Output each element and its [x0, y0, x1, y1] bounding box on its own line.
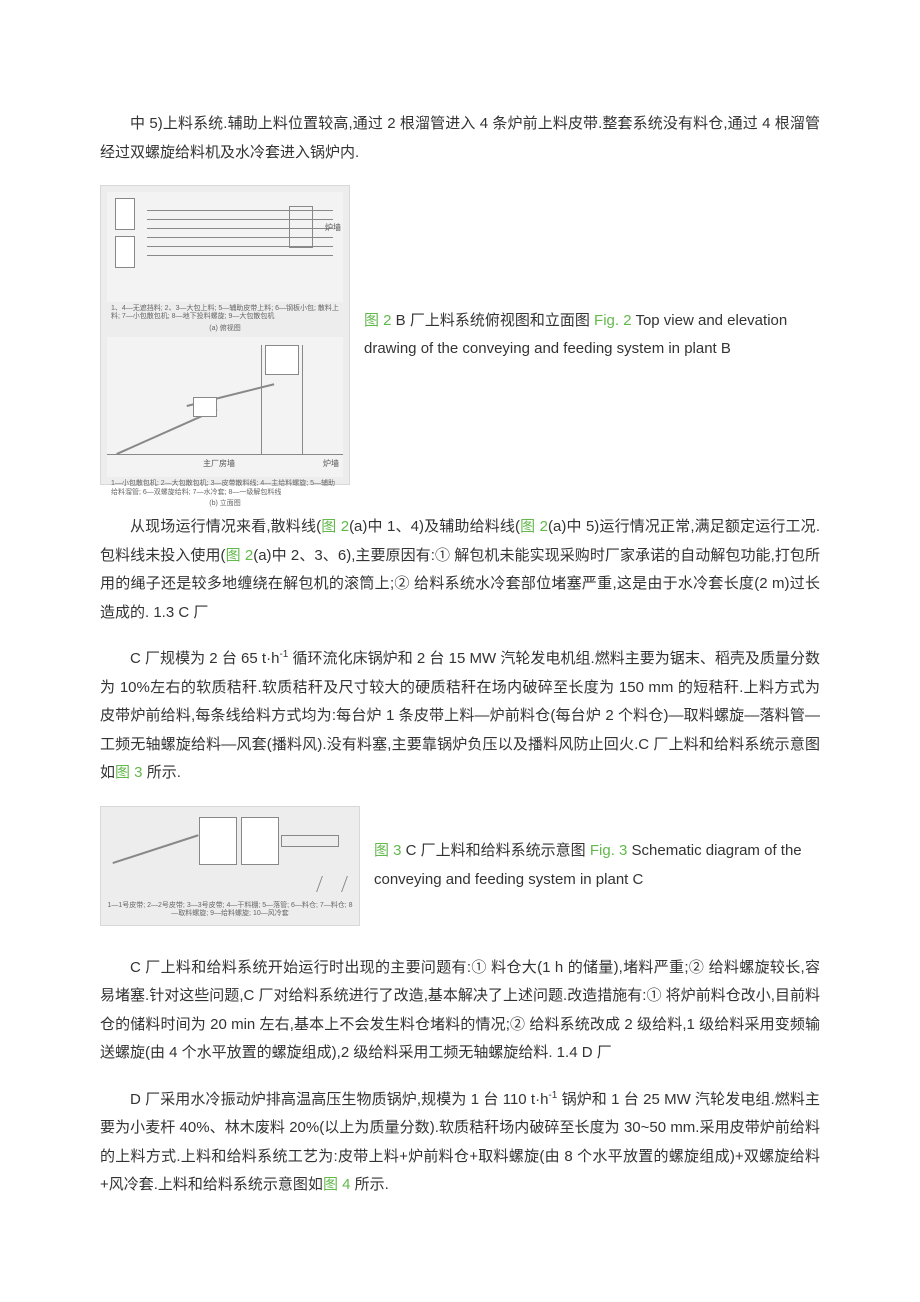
furnace-wall-label-2: 炉墙	[323, 456, 339, 471]
figure-2-block: 炉墙 1、4—无遮挡料; 2、3—大包上料; 5—辅助皮带上料; 6—钢板小包;…	[100, 185, 820, 485]
figure-3-ref-en[interactable]: Fig. 3	[590, 842, 628, 859]
main-hall-label: 主厂房墙	[203, 456, 235, 471]
link-fig2-a[interactable]: 图 2	[321, 518, 349, 535]
furnace-wall-label: 炉墙	[325, 220, 341, 235]
figure-3-image: 1—1号皮带; 2—2号皮带; 3—3号皮带; 4—干料棚; 5—落管; 6—料…	[100, 806, 360, 926]
text: D 厂采用水冷振动炉排高温高压生物质锅炉,规模为 1 台 110 t·h	[130, 1091, 548, 1108]
paragraph-3: C 厂规模为 2 台 65 t·h-1 循环流化床锅炉和 2 台 15 MW 汽…	[100, 645, 820, 788]
link-fig3[interactable]: 图 3	[115, 764, 143, 781]
figure-2-elevation: 主厂房墙 炉墙	[107, 337, 343, 477]
document-page: 中 5)上料系统.辅助上料位置较高,通过 2 根溜管进入 4 条炉前上料皮带.整…	[0, 0, 920, 1278]
text: C 厂上料和给料系统开始运行时出现的主要问题有:① 料仓大(1 h 的储量),堵…	[100, 959, 820, 1062]
figure-3-caption: 图 3 C 厂上料和给料系统示意图 Fig. 3 Schematic diagr…	[374, 837, 820, 894]
text: 所示.	[143, 764, 181, 781]
figure-3-block: 1—1号皮带; 2—2号皮带; 3—3号皮带; 4—干料棚; 5—落管; 6—料…	[100, 806, 820, 926]
paragraph-4: C 厂上料和给料系统开始运行时出现的主要问题有:① 料仓大(1 h 的储量),堵…	[100, 954, 820, 1068]
figure-3-legend: 1—1号皮带; 2—2号皮带; 3—3号皮带; 4—干料棚; 5—落管; 6—料…	[107, 902, 353, 919]
figure-2-ref-en[interactable]: Fig. 2	[594, 312, 632, 329]
text: (a)中 1、4)及辅助给料线(	[349, 518, 520, 535]
text: C 厂规模为 2 台 65 t·h	[130, 650, 279, 667]
text: 所示.	[350, 1176, 388, 1193]
text: 从现场运行情况来看,散料线(	[130, 518, 321, 535]
paragraph-2: 从现场运行情况来看,散料线(图 2(a)中 1、4)及辅助给料线(图 2(a)中…	[100, 513, 820, 627]
link-fig2-c[interactable]: 图 2	[226, 547, 254, 564]
figure-2-elev-label: (b) 立面图	[111, 500, 339, 508]
paragraph-5: D 厂采用水冷振动炉排高温高压生物质锅炉,规模为 1 台 110 t·h-1 锅…	[100, 1086, 820, 1200]
figure-2-top-label: (a) 俯视图	[111, 325, 339, 333]
text: 循环流化床锅炉和 2 台 15 MW 汽轮发电机组.燃料主要为锯末、稻壳及质量分…	[100, 650, 820, 781]
figure-2-elev-legend: 1—小包散包机; 2—大包散包机; 3—皮带散料线; 4—主给料螺旋; 5—辅助…	[111, 480, 339, 497]
figure-2-image: 炉墙 1、4—无遮挡料; 2、3—大包上料; 5—辅助皮带上料; 6—钢板小包;…	[100, 185, 350, 485]
figure-3-ref[interactable]: 图 3	[374, 842, 402, 859]
figure-2-topview: 炉墙	[107, 192, 343, 302]
figure-2-caption: 图 2 B 厂上料系统俯视图和立面图 Fig. 2 Top view and e…	[364, 307, 820, 364]
text: B 厂上料系统俯视图和立面图	[392, 312, 595, 329]
paragraph-intro: 中 5)上料系统.辅助上料位置较高,通过 2 根溜管进入 4 条炉前上料皮带.整…	[100, 110, 820, 167]
text: 中 5)上料系统.辅助上料位置较高,通过 2 根溜管进入 4 条炉前上料皮带.整…	[100, 115, 820, 161]
text: C 厂上料和给料系统示意图	[402, 842, 590, 859]
superscript: -1	[279, 649, 288, 660]
figure-2-top-legend: 1、4—无遮挡料; 2、3—大包上料; 5—辅助皮带上料; 6—钢板小包; 散料…	[111, 305, 339, 322]
superscript: -1	[548, 1090, 557, 1101]
figure-2-ref[interactable]: 图 2	[364, 312, 392, 329]
link-fig4[interactable]: 图 4	[323, 1176, 351, 1193]
link-fig2-b[interactable]: 图 2	[520, 518, 548, 535]
